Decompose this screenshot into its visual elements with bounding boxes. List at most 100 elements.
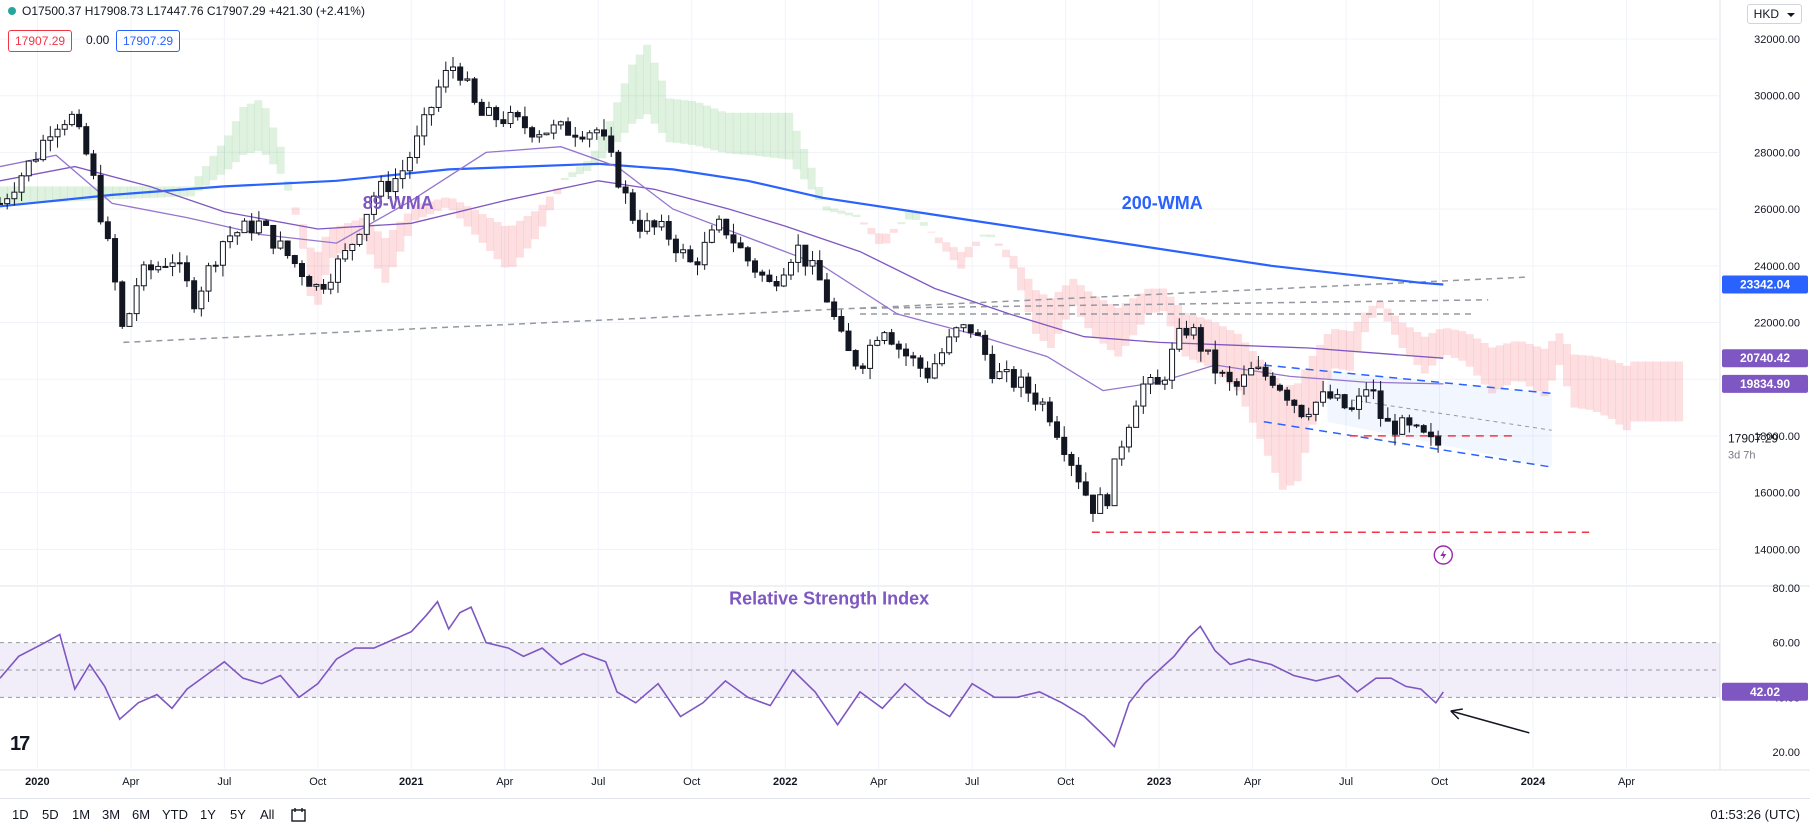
cloud-segment	[1061, 285, 1070, 320]
timeframe-button-5y[interactable]: 5Y	[230, 807, 246, 822]
timeframe-button-all[interactable]: All	[260, 807, 275, 822]
timeframe-button-3m[interactable]: 3M	[102, 807, 121, 822]
candle	[1327, 384, 1334, 400]
candle-body	[1298, 404, 1305, 418]
candle-body	[1305, 413, 1312, 418]
cloud-segment	[1308, 355, 1317, 425]
timeframe-button-1d[interactable]: 1D	[12, 807, 29, 822]
candle-body	[1025, 376, 1032, 394]
candle	[953, 326, 960, 343]
candle	[910, 351, 917, 367]
candle-body	[708, 229, 715, 243]
candle-body	[802, 244, 809, 267]
cloud-segment	[1076, 285, 1085, 317]
ohlc-readout: O17500.37 H17908.73 L17447.76 C17907.29 …	[22, 4, 365, 18]
cloud-segment	[994, 243, 1003, 246]
cloud-segment	[14, 186, 23, 205]
candle-body	[601, 129, 608, 137]
candle	[593, 127, 600, 140]
candle-body	[795, 244, 802, 263]
cloud-segment	[403, 213, 412, 237]
cloud-segment	[261, 108, 270, 155]
candle	[1420, 424, 1427, 434]
timeframe-button-5d[interactable]: 5D	[42, 807, 59, 822]
candle-body	[529, 127, 536, 138]
cloud-segment	[964, 246, 973, 258]
candle-body	[1413, 424, 1420, 427]
price-tick-label: 32000.00	[1754, 34, 1800, 46]
chart-canvas[interactable]: 14000.0016000.0018000.0020000.0022000.00…	[0, 0, 1810, 800]
candle	[1384, 407, 1391, 422]
candle-body	[881, 332, 888, 341]
candle	[126, 312, 133, 327]
cloud-segment	[388, 229, 397, 268]
candle-body	[629, 192, 636, 221]
sell-price-box[interactable]: 17907.29	[8, 30, 73, 52]
timeframe-button-6m[interactable]: 6M	[132, 807, 151, 822]
cloud-segment	[67, 186, 76, 202]
cloud-segment	[1256, 359, 1265, 439]
candle	[1104, 492, 1111, 510]
buy-price-box[interactable]: 17907.29	[116, 30, 181, 52]
price-tick-label: 28000.00	[1754, 147, 1800, 159]
candle	[737, 236, 744, 249]
candle	[687, 245, 694, 263]
cloud-segment	[52, 186, 61, 203]
candle	[112, 234, 119, 291]
timeframe-button-1m[interactable]: 1M	[72, 807, 91, 822]
cloud-segment	[710, 108, 719, 151]
candle	[1061, 426, 1068, 462]
candle	[68, 111, 75, 127]
candle-body	[392, 178, 399, 193]
cloud-segment	[942, 242, 951, 252]
cloud-segment	[1017, 267, 1026, 291]
candle	[392, 168, 399, 200]
candle	[521, 106, 528, 135]
candle	[996, 362, 1003, 380]
candle-body	[234, 232, 241, 237]
cloud-segment	[22, 186, 31, 204]
candle-body	[68, 113, 75, 126]
candle-body	[888, 332, 895, 345]
last-price-label: 17907.29	[1728, 432, 1778, 446]
cloud-segment	[972, 241, 981, 246]
timeframe-button-ytd[interactable]: YTD	[162, 807, 188, 822]
calendar-range-icon[interactable]	[290, 806, 308, 824]
cloud-segment	[583, 160, 592, 172]
cloud-segment	[1622, 365, 1631, 431]
candle-body	[1406, 417, 1413, 426]
candle-body	[960, 324, 967, 329]
candle	[421, 107, 428, 146]
cloud-segment	[1562, 343, 1571, 387]
candle	[169, 254, 176, 277]
cloud-segment	[1675, 361, 1684, 422]
candle-body	[54, 128, 61, 138]
candle-body	[1384, 417, 1391, 422]
candle-body	[543, 132, 550, 136]
candle-body	[327, 281, 334, 290]
candle	[960, 323, 967, 333]
cloud-segment	[1338, 330, 1347, 370]
candle-body	[1118, 446, 1125, 460]
time-tick-label: Jul	[1339, 776, 1353, 788]
cloud-segment	[1039, 294, 1048, 341]
candle	[967, 324, 974, 338]
candle-body	[903, 348, 910, 357]
candle	[313, 283, 320, 291]
cloud-segment	[1450, 329, 1459, 358]
candle	[672, 234, 679, 263]
cloud-segment	[530, 211, 539, 240]
cloud-segment	[792, 130, 801, 170]
candle-body	[565, 121, 572, 136]
timeframe-button-1y[interactable]: 1Y	[200, 807, 216, 822]
candle-body	[665, 220, 672, 240]
candle-body	[1097, 494, 1104, 514]
candle-body	[752, 260, 759, 273]
candle-body	[97, 174, 104, 223]
cloud-segment	[1106, 303, 1115, 351]
candle-body	[1176, 327, 1183, 350]
cloud-segment	[680, 100, 689, 144]
candle-body	[1262, 366, 1269, 377]
candle	[694, 257, 701, 276]
currency-select[interactable]: HKD	[1746, 4, 1802, 24]
